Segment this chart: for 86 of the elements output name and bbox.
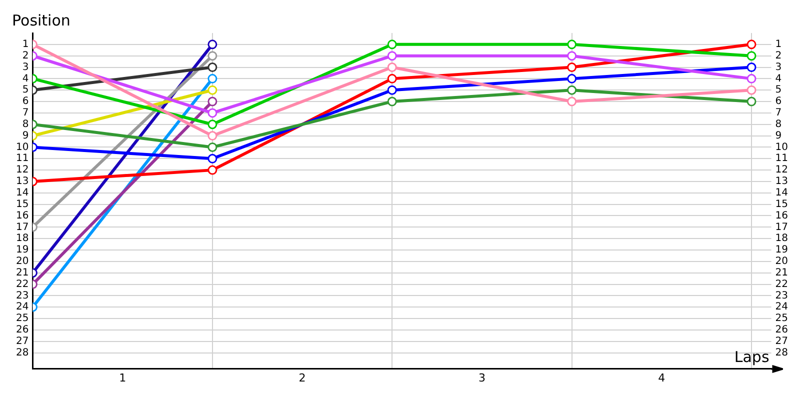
y-tick-label: 7 [22,108,29,119]
y2-tick-label: 1 [775,39,782,50]
y2-tick-label: 2 [775,50,782,62]
y-tick-label: 28 [16,347,29,358]
point [567,51,577,61]
point [387,51,397,61]
y2-tick-label: 20 [775,256,788,268]
y2-tick-label: 15 [775,198,788,210]
point [208,165,218,175]
y2-tick-label: 7 [775,108,782,119]
y-tick-label: 12 [16,164,29,176]
y-tick-label: 27 [16,336,29,347]
point [387,96,397,106]
y2-tick-label: 13 [775,176,788,188]
point [746,51,756,61]
y-tick-label: 19 [16,244,29,256]
y-tick-label: 20 [16,256,29,268]
y-axis-title: Position [12,11,70,30]
y2-tick-label: 16 [775,210,788,222]
point [746,62,756,72]
y-tick-label: 2 [22,50,29,62]
point [208,108,218,118]
y2-tick-label: 14 [775,188,788,198]
y-tick-label: 1 [22,39,29,50]
point [746,85,756,95]
y-tick-label: 5 [22,84,29,96]
y2-tick-label: 28 [775,347,788,358]
y2-tick-label: 11 [775,153,788,164]
y2-tick-label: 18 [775,233,788,244]
y-tick-label: 8 [22,118,29,130]
y-tick-label: 11 [16,153,29,164]
point [746,40,756,50]
y-tick-label: 10 [16,142,29,153]
y-tick-label: 17 [16,222,29,233]
y2-tick-label: 22 [775,278,788,290]
x-tick-label: 4 [658,371,666,384]
y-tick-label: 26 [16,324,29,336]
x-tick-label: 2 [298,371,306,384]
y-tick-label: 3 [22,62,29,73]
point [387,85,397,95]
y-tick-label: 16 [16,210,29,222]
point [567,62,577,72]
y2-tick-label: 3 [775,62,782,73]
y2-tick-label: 21 [775,267,788,278]
y-tick-label: 21 [16,267,29,278]
y2-tick-label: 12 [775,164,788,176]
y-tick-label: 6 [22,96,29,108]
y2-tick-label: 19 [775,244,788,256]
x-tick-label: 3 [478,371,486,384]
point [208,120,218,130]
point [387,40,397,50]
y2-tick-label: 26 [775,324,788,336]
y2-tick-label: 8 [775,118,782,130]
y-tick-label: 23 [16,290,29,302]
y-tick-label: 9 [22,130,29,142]
point [746,74,756,84]
y-tick-label: 24 [16,302,29,313]
point [208,154,218,164]
y2-tick-label: 9 [775,130,782,142]
point [567,85,577,95]
y2-tick-label: 4 [775,73,782,84]
y-tick-label: 15 [16,198,29,210]
point [208,142,218,152]
y-tick-label: 18 [16,233,29,244]
y-tick-label: 13 [16,176,29,188]
y2-tick-label: 25 [775,313,788,324]
y2-tick-label: 5 [775,84,782,96]
y2-tick-label: 27 [775,336,788,347]
point [387,62,397,72]
y-tick-label: 22 [16,278,29,290]
y2-tick-label: 17 [775,222,788,233]
point [387,74,397,84]
point [746,96,756,106]
x-tick-label: 1 [119,371,126,384]
y2-tick-label: 10 [775,142,788,153]
y-tick-label: 25 [16,313,29,324]
y2-tick-label: 23 [775,290,788,302]
y2-tick-label: 6 [775,96,782,108]
point [567,40,577,50]
point [567,96,577,106]
x-axis-title: Laps [734,348,770,366]
point [567,74,577,84]
point [208,131,218,141]
y2-tick-label: 24 [775,302,788,313]
y-tick-label: 14 [16,188,29,198]
y-tick-label: 4 [22,73,29,84]
